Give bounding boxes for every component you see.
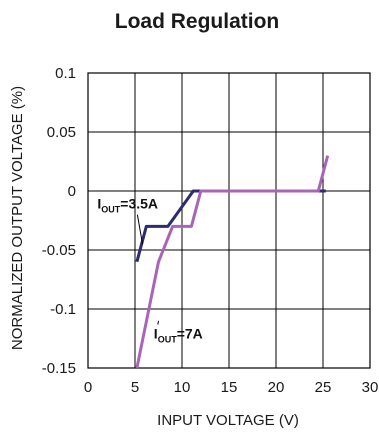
y-tick-labels: -0.15 -0.1 -0.05 0 0.05 0.1 (42, 65, 76, 377)
x-tick-label: 5 (131, 379, 139, 396)
chart-title: Load Regulation (115, 10, 280, 33)
grid-lines (88, 73, 370, 368)
y-axis-label: NORMALIZED OUTPUT VOLTAGE (%) (9, 86, 26, 350)
series-line-1 (135, 155, 330, 369)
annotation-pointer-0 (136, 214, 144, 245)
series-line-0 (135, 189, 326, 263)
annotation-pointer-1 (157, 320, 159, 325)
x-tick-label: 0 (84, 379, 92, 396)
x-tick-label: 30 (362, 379, 379, 396)
y-tick-label: -0.15 (42, 360, 76, 377)
x-tick-label: 10 (174, 379, 191, 396)
series-annotations: IOUT=3.5A IOUT=7A (97, 196, 202, 345)
plot-frame (87, 72, 371, 369)
x-tick-label: 25 (315, 379, 332, 396)
x-axis-label: INPUT VOLTAGE (V) (157, 412, 299, 429)
plot-border (87, 72, 371, 369)
x-tick-label: 20 (268, 379, 285, 396)
y-tick-label: 0.05 (47, 124, 76, 141)
x-tick-labels: 0 5 10 15 20 25 30 (84, 379, 379, 396)
y-tick-label: -0.1 (50, 301, 76, 318)
y-tick-label: 0.1 (55, 65, 76, 82)
x-tick-label: 15 (221, 379, 238, 396)
y-tick-label: -0.05 (42, 242, 76, 259)
y-tick-label: 0 (68, 183, 76, 200)
series-lines (135, 155, 330, 369)
series-annotation-label-1: IOUT=7A (154, 326, 203, 345)
series-annotation-label-0: IOUT=3.5A (97, 196, 158, 215)
